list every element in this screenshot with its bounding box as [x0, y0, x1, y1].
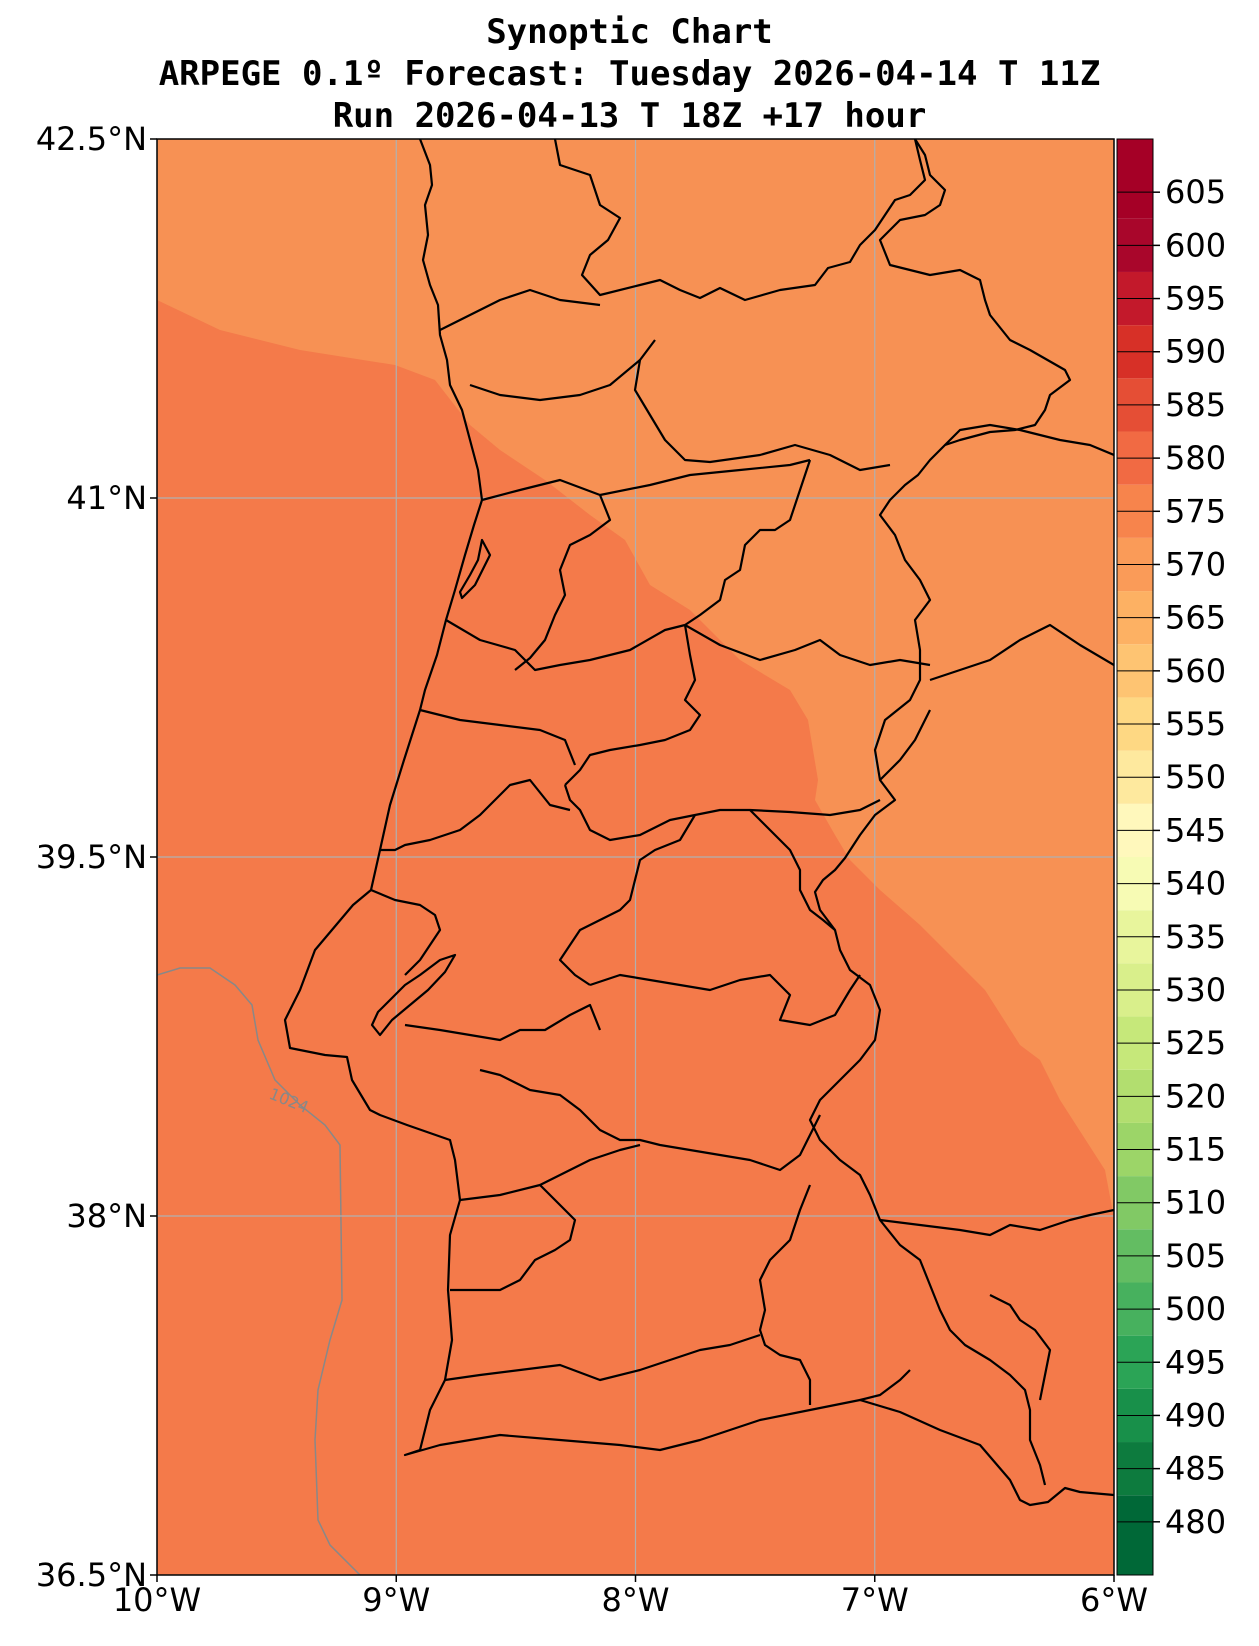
border-district-12 — [879, 709, 931, 781]
colorbar-tick-label: 575 — [1165, 492, 1226, 530]
border-district-19 — [589, 973, 861, 1027]
chart-subtitle-forecast: ARPEGE 0.1º Forecast: Tuesday 2026-04-14… — [158, 54, 1101, 94]
x-tick-label: 6°W — [1080, 1581, 1148, 1619]
x-tick-label: 8°W — [602, 1581, 670, 1619]
border-district-25 — [444, 1333, 761, 1382]
border-district-21 — [479, 1068, 821, 1172]
border-spain-north — [553, 139, 927, 302]
border-district-9 — [684, 624, 931, 667]
y-tick-label: 39.5°N — [36, 838, 147, 876]
border-district-23 — [450, 1184, 577, 1292]
y-axis: 42.5°N 41°N 39.5°N 38°N 36.5°N — [36, 120, 157, 1594]
x-axis: 10°W 9°W 8°W 7°W 6°W — [113, 1575, 1148, 1619]
colorbar-tick-label: 570 — [1165, 545, 1226, 583]
colorbar-frame — [1116, 138, 1154, 1576]
colorbar-tick-label: 485 — [1165, 1450, 1226, 1488]
colorbar-tick-label: 560 — [1165, 652, 1226, 690]
colorbar-tick-label: 540 — [1165, 865, 1226, 903]
border-district-15 — [380, 778, 571, 852]
colorbar-tick-label: 520 — [1165, 1077, 1226, 1115]
colorbar-tick-label: 530 — [1165, 971, 1226, 1009]
border-district-4 — [481, 478, 612, 671]
border-district-3 — [633, 359, 891, 472]
colorbar-tick-label: 565 — [1165, 599, 1226, 637]
colorbar-tick-label: 480 — [1165, 1503, 1226, 1541]
border-district-14 — [944, 423, 1114, 457]
ria-aveiro — [458, 538, 492, 600]
border-district-1 — [439, 288, 601, 331]
colorbar-tick-label: 490 — [1165, 1396, 1226, 1434]
colorbar-tick-label: 600 — [1165, 226, 1226, 264]
border-district-16 — [558, 814, 696, 986]
border-district-13 — [929, 623, 1114, 682]
border-district-22 — [459, 1143, 641, 1202]
colorbar-tick-label: 585 — [1165, 386, 1226, 424]
colorbar: 480 485 490 495 500 505 510 515 520 525 530 535 540 5… — [1116, 138, 1226, 1576]
map-plot-area: 1024 — [157, 139, 1114, 1575]
border-district-8 — [564, 624, 702, 786]
colorbar-tick-label: 510 — [1165, 1184, 1226, 1222]
colorbar-tick-label: 545 — [1165, 811, 1226, 849]
colorbar-tick-label: 500 — [1165, 1290, 1226, 1328]
colorbar-tick-label: 555 — [1165, 705, 1226, 743]
x-tick-label: 7°W — [841, 1581, 909, 1619]
colorbar-tick-label: 605 — [1165, 173, 1226, 211]
colorbar-tick-label: 495 — [1165, 1343, 1226, 1381]
border-district-11 — [563, 784, 881, 842]
y-tick-label: 41°N — [66, 479, 147, 517]
coastline — [283, 139, 1114, 1507]
border-district-20 — [404, 1003, 602, 1042]
y-tick-label: 38°N — [66, 1197, 147, 1235]
border-district-27 — [989, 1294, 1052, 1401]
border-district-7 — [445, 619, 686, 672]
colorbar-tick-label: 595 — [1165, 280, 1226, 318]
border-district-24 — [758, 1184, 812, 1405]
colorbar-tick-label: 505 — [1165, 1237, 1226, 1275]
border-district-6 — [684, 459, 812, 626]
chart-title: Synoptic Chart — [486, 12, 773, 52]
colorbar-band — [1117, 1495, 1153, 1575]
graticule — [157, 139, 1114, 1575]
colorbar-band — [1117, 139, 1153, 219]
border-district-26 — [879, 1208, 1114, 1237]
border-district-5 — [599, 458, 811, 497]
border-district-17 — [749, 809, 836, 931]
isobar-1024 — [157, 967, 361, 1575]
colorbar-tick-label: 550 — [1165, 758, 1226, 796]
y-tick-label: 42.5°N — [36, 120, 147, 158]
colorbar-tick-label: 515 — [1165, 1131, 1226, 1169]
tagus-estuary — [370, 953, 457, 1037]
colorbar-tick-label: 580 — [1165, 439, 1226, 477]
border-portugal-spain — [808, 139, 1072, 1486]
y-tick-label: 36.5°N — [36, 1556, 147, 1594]
colorbar-tick-label: 535 — [1165, 918, 1226, 956]
coastline-and-borders — [283, 139, 1114, 1507]
x-tick-label: 9°W — [362, 1581, 430, 1619]
colorbar-tick-label: 525 — [1165, 1024, 1226, 1062]
border-district-10 — [419, 708, 577, 766]
border-district-28 — [859, 1369, 911, 1402]
colorbar-tick-label: 590 — [1165, 333, 1226, 371]
x-tick-label: 10°W — [113, 1581, 201, 1619]
chart-subtitle-run: Run 2026-04-13 T 18Z +17 hour — [332, 96, 927, 136]
border-district-18 — [370, 888, 442, 976]
